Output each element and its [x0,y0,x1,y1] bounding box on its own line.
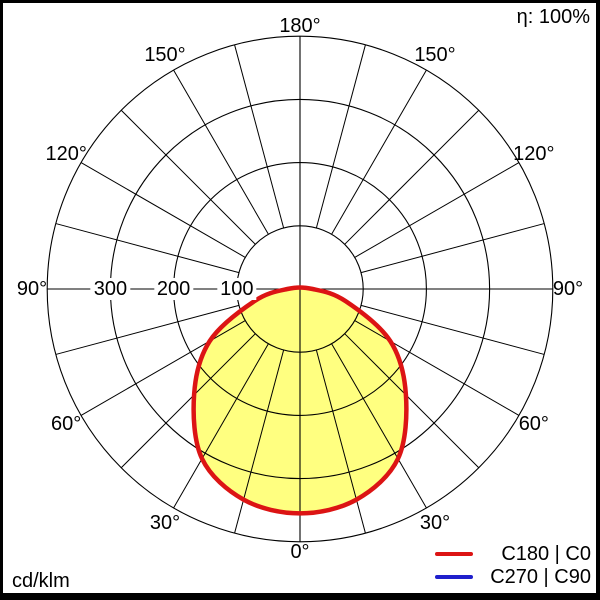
legend-line-blue-icon [435,574,473,579]
grid-spoke--105 [55,223,240,274]
angle-label-60-left: 60° [51,413,82,435]
angle-label-30-right: 30° [419,511,451,534]
grid-spoke--135 [120,109,256,245]
angle-label-0-center: 0° [290,541,310,563]
legend-label-c0: C180 | C0 [501,542,591,565]
grid-spoke-45 [344,333,480,469]
angle-label-150-right: 150° [414,44,456,67]
grid-spoke--45 [120,333,256,469]
grid-spoke--150 [173,69,269,235]
grid-spoke--30 [173,343,269,509]
grid-spoke-105 [360,223,545,274]
angle-label-180-center: 180° [279,15,321,37]
intensity-curve-c0-c180 [191,285,409,516]
legend-line-red-icon [435,551,473,556]
grid-spoke--75 [55,304,240,355]
angle-label-30-left: 30° [149,511,181,534]
legend-item-c90: C270 | C90 [435,565,591,588]
legend-label-c90: C270 | C90 [490,565,591,588]
angle-label-60-right: 60° [518,413,549,435]
grid-spoke-30 [331,343,427,509]
radial-label-300: 300 [90,278,131,300]
grid-spoke--165 [234,44,285,229]
grid-spoke-60 [354,320,520,416]
grid-spoke--15 [234,349,285,534]
angle-label-120-right: 120° [513,143,555,165]
grid-spoke-150 [331,69,427,235]
grid-spoke--60 [80,320,246,416]
unit-label: cd/klm [12,570,70,592]
efficiency-label: η: 100% [516,6,590,28]
angle-label-90-right: 90° [552,278,584,300]
grid-spoke-165 [315,44,366,229]
radial-label-200: 200 [153,278,194,300]
grid-spoke-15 [315,349,366,534]
radial-label-100: 100 [217,278,257,300]
grid-spoke--120 [80,162,246,258]
angle-label-90-left: 90° [16,278,48,300]
grid-spoke-135 [344,109,480,245]
legend: C180 | C0 C270 | C90 [435,542,591,588]
angle-label-120-left: 120° [45,143,87,165]
angle-label-150-left: 150° [144,44,186,67]
legend-item-c0: C180 | C0 [435,542,591,565]
grid-spoke-75 [360,304,545,355]
grid-spoke-120 [354,162,520,258]
